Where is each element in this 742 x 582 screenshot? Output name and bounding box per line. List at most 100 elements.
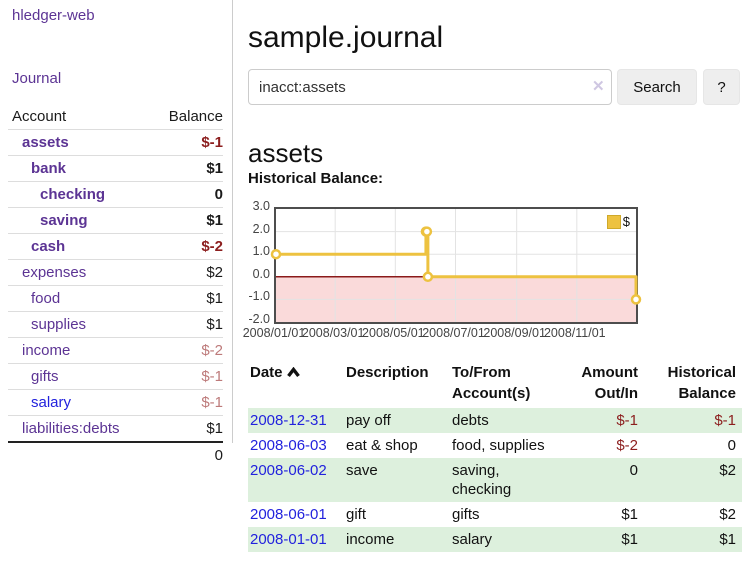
accounts-table: Account Balance assets $-1 bank $1 check… — [8, 104, 223, 468]
transaction-accounts: saving, checking — [452, 462, 512, 498]
transaction-date-link[interactable]: 2008-06-02 — [250, 462, 327, 479]
balance-chart-plot: $ — [270, 207, 642, 324]
account-row: checking 0 — [8, 181, 223, 208]
transaction-balance: $1 — [719, 531, 736, 548]
transaction-date-link[interactable]: 2008-06-03 — [250, 437, 327, 454]
legend-label: $ — [622, 214, 630, 229]
y-axis-tick: -2.0 — [248, 312, 270, 326]
x-axis-tick: 2008/07/01 — [422, 326, 485, 340]
x-axis-tick: 2008/03/01 — [301, 326, 365, 340]
transaction-amount: $1 — [621, 506, 638, 523]
balance-chart-svg — [270, 209, 642, 322]
account-link-gifts[interactable]: gifts — [31, 368, 59, 385]
account-row: bank $1 — [8, 155, 223, 182]
account-row: gifts $-1 — [8, 363, 223, 390]
transaction-balance: $-1 — [714, 412, 736, 429]
register-table: Date Description To/From Account(s) Amou… — [248, 358, 742, 552]
account-balance: 0 — [149, 181, 223, 208]
account-link-salary[interactable]: salary — [31, 394, 72, 411]
y-axis-tick: 2.0 — [252, 221, 270, 236]
accounts-total-row: 0 — [8, 441, 223, 468]
account-balance: $-1 — [149, 129, 223, 156]
y-axis-tick: 3.0 — [252, 199, 270, 213]
register-column-date[interactable]: Date — [248, 358, 344, 408]
y-axis-tick: 1.0 — [252, 244, 270, 259]
account-row: assets $-1 — [8, 129, 223, 156]
transaction-balance: $2 — [719, 462, 736, 479]
transaction-description: save — [346, 462, 378, 479]
transaction-balance: 0 — [727, 437, 736, 454]
help-button[interactable]: ? — [703, 69, 740, 105]
transaction-row: 2008-06-03 eat & shop food, supplies $-2… — [248, 433, 742, 458]
account-balance: $-2 — [149, 337, 223, 364]
account-balance: $-2 — [149, 233, 223, 260]
transaction-amount: 0 — [629, 462, 638, 479]
account-heading: assets — [248, 137, 324, 168]
transaction-amount: $-1 — [616, 412, 638, 429]
register-column-balance: Historical Balance — [667, 364, 736, 402]
transaction-amount: $-2 — [616, 437, 638, 454]
account-balance: $-1 — [149, 389, 223, 416]
transaction-date-link[interactable]: 2008-06-01 — [250, 506, 327, 523]
transaction-row: 2008-12-31 pay off debts $-1 $-1 — [248, 408, 742, 433]
accounts-total-value: 0 — [149, 441, 223, 468]
sort-asc-icon — [286, 363, 300, 384]
transaction-balance: $2 — [719, 506, 736, 523]
transaction-accounts: salary — [452, 531, 493, 548]
chart-title: Historical Balance: — [248, 170, 384, 187]
transaction-row: 2008-01-01 income salary $1 $1 — [248, 527, 742, 552]
main-content: sample.journal ✕ Search ? assets Histori… — [243, 0, 742, 582]
transaction-accounts: debts — [452, 412, 489, 429]
account-link-cash[interactable]: cash — [31, 238, 66, 255]
account-link-expenses[interactable]: expenses — [22, 264, 87, 281]
sidebar-item-journal[interactable]: Journal — [12, 70, 62, 87]
accounts-column-account: Account — [12, 108, 67, 125]
account-link-assets[interactable]: assets — [22, 134, 69, 151]
chart-legend: $ — [604, 213, 632, 230]
account-balance: $2 — [149, 259, 223, 286]
account-row: cash $-2 — [8, 233, 223, 260]
x-axis-tick: 2008/09/01 — [483, 326, 546, 340]
transaction-row: 2008-06-02 save saving, checking 0 $2 — [248, 458, 742, 502]
search-form: ✕ Search ? — [248, 69, 742, 105]
transaction-date-link[interactable]: 2008-01-01 — [250, 531, 327, 548]
register-column-amount: Amount Out/In — [581, 364, 638, 402]
page-title: sample.journal — [248, 21, 444, 55]
clear-search-icon[interactable]: ✕ — [592, 78, 605, 95]
account-row: liabilities:debts $1 — [8, 415, 223, 442]
account-row: salary $-1 — [8, 389, 223, 416]
x-axis-tick: 2008/11/01 — [543, 326, 606, 340]
account-row: supplies $1 — [8, 311, 223, 338]
app-brand-link[interactable]: hledger-web — [12, 7, 95, 24]
accounts-column-balance: Balance — [168, 108, 223, 125]
account-link-income[interactable]: income — [22, 342, 71, 359]
account-row: saving $1 — [8, 207, 223, 234]
register-column-accounts: To/From Account(s) — [452, 364, 531, 402]
y-axis-tick: -1.0 — [248, 289, 270, 304]
y-axis-tick: 0.0 — [252, 266, 270, 281]
account-balance: $1 — [149, 415, 223, 442]
account-link-checking[interactable]: checking — [40, 186, 106, 203]
transaction-date-link[interactable]: 2008-12-31 — [250, 412, 327, 429]
transaction-row: 2008-06-01 gift gifts $1 $2 — [248, 502, 742, 527]
transaction-description: gift — [346, 506, 367, 523]
account-link-supplies[interactable]: supplies — [31, 316, 87, 333]
search-button[interactable]: Search — [617, 69, 697, 105]
accounts-header-row: Account Balance — [8, 104, 223, 130]
transaction-accounts: gifts — [452, 506, 480, 523]
search-input[interactable] — [248, 69, 612, 105]
account-link-bank[interactable]: bank — [31, 160, 67, 177]
account-row: expenses $2 — [8, 259, 223, 286]
account-row: income $-2 — [8, 337, 223, 364]
legend-swatch-icon — [606, 214, 621, 229]
transaction-accounts: food, supplies — [452, 437, 545, 454]
register-header-row: Date Description To/From Account(s) Amou… — [248, 358, 742, 408]
transaction-description: eat & shop — [346, 437, 418, 454]
x-axis-tick: 2008/01/01 — [242, 326, 306, 340]
account-balance: $1 — [149, 285, 223, 312]
transaction-amount: $1 — [621, 531, 638, 548]
account-link-food[interactable]: food — [31, 290, 61, 307]
account-row: food $1 — [8, 285, 223, 312]
account-link-liabilities-debts[interactable]: liabilities:debts — [22, 420, 120, 437]
account-link-saving[interactable]: saving — [40, 212, 88, 229]
